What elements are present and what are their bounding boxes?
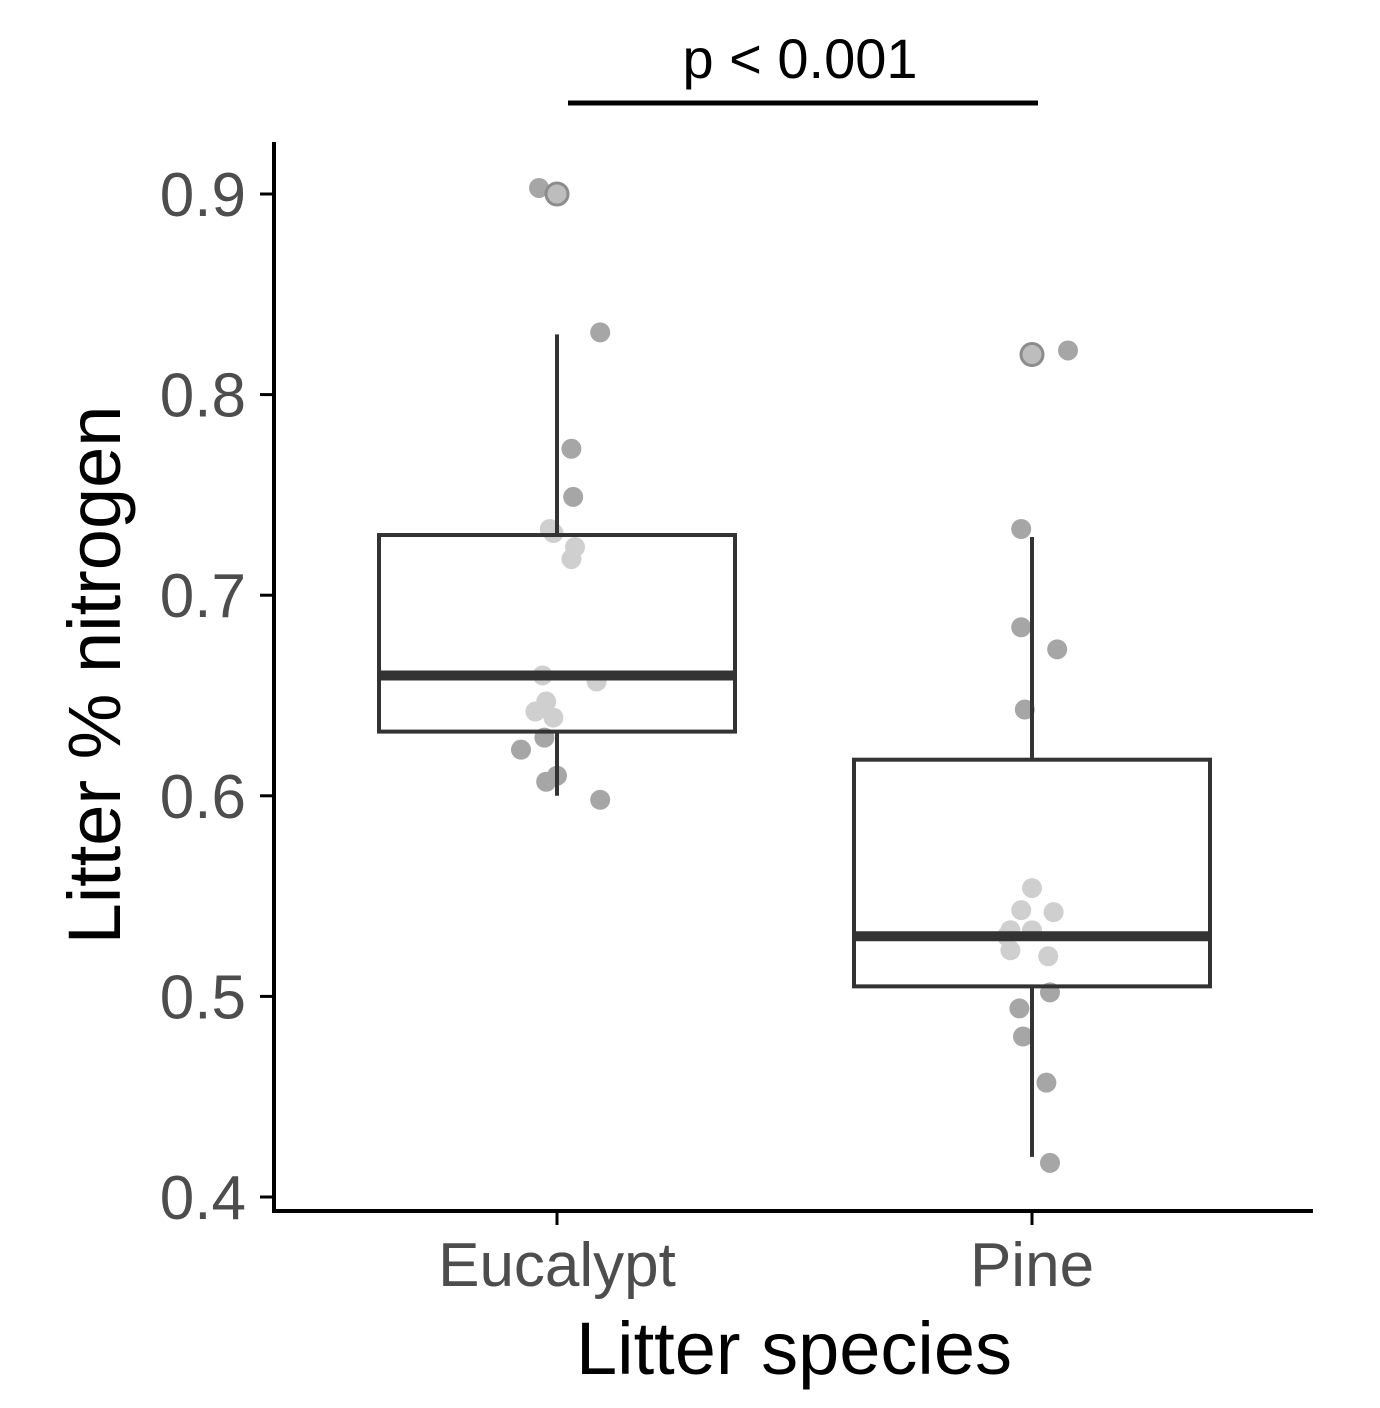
data-point-eucalypt-4 xyxy=(563,486,584,507)
data-point-pine-23 xyxy=(1047,639,1068,660)
data-point-pine-21 xyxy=(1011,519,1032,540)
significance-label: p < 0.001 xyxy=(682,27,917,90)
y-tick-label-0-9: 0.9 xyxy=(160,161,246,230)
boxes-layer xyxy=(377,334,1212,1157)
y-tick-label-0-7: 0.7 xyxy=(160,562,246,631)
data-point-eucalypt-1 xyxy=(544,181,570,207)
axes-layer xyxy=(272,142,1313,1213)
x-tick-label-eucalypt: Eucalypt xyxy=(438,1231,676,1300)
box-body-pine xyxy=(852,757,1212,989)
y-tick-label-0-8: 0.8 xyxy=(160,362,246,431)
data-point-eucalypt-15 xyxy=(511,739,531,760)
y-tick-label-0-6: 0.6 xyxy=(160,763,246,832)
data-point-eucalypt-0 xyxy=(529,177,549,198)
data-point-eucalypt-18 xyxy=(590,789,611,810)
data-point-pine-34 xyxy=(1009,998,1030,1019)
data-point-eucalypt-8 xyxy=(561,549,582,570)
data-point-pine-20 xyxy=(1058,340,1078,361)
data-point-pine-35 xyxy=(1013,1026,1033,1047)
data-point-eucalypt-2 xyxy=(590,322,611,343)
data-point-pine-27 xyxy=(1043,902,1064,923)
data-point-pine-26 xyxy=(1011,900,1032,921)
data-point-eucalypt-12 xyxy=(525,701,546,722)
y-axis-title: Litter % nitrogen xyxy=(53,406,136,945)
box-pine xyxy=(852,537,1212,1157)
significance-annotation: p < 0.001 xyxy=(568,27,1038,106)
box-eucalypt xyxy=(377,334,737,796)
x-axis-title: Litter species xyxy=(576,1307,1012,1390)
data-point-pine-31 xyxy=(1000,940,1021,961)
data-point-pine-36 xyxy=(1036,1072,1057,1093)
data-point-eucalypt-17 xyxy=(536,771,557,792)
data-point-eucalypt-13 xyxy=(543,707,564,728)
ticks-layer: 0.4 0.5 0.6 0.7 0.8 0.9 Eucalypt Pine xyxy=(160,161,1094,1300)
box-body-eucalypt xyxy=(377,533,737,734)
data-point-pine-22 xyxy=(1011,617,1032,638)
data-point-pine-25 xyxy=(1022,878,1042,899)
data-point-eucalypt-3 xyxy=(561,438,582,459)
y-tick-label-0-5: 0.5 xyxy=(160,963,246,1032)
data-point-pine-19 xyxy=(1019,341,1045,367)
data-point-pine-37 xyxy=(1040,1152,1060,1173)
data-point-eucalypt-6 xyxy=(543,523,564,544)
data-point-pine-24 xyxy=(1014,699,1035,720)
x-tick-label-pine: Pine xyxy=(970,1231,1094,1300)
data-point-pine-32 xyxy=(1038,946,1059,967)
y-tick-label-0-4: 0.4 xyxy=(160,1164,246,1233)
